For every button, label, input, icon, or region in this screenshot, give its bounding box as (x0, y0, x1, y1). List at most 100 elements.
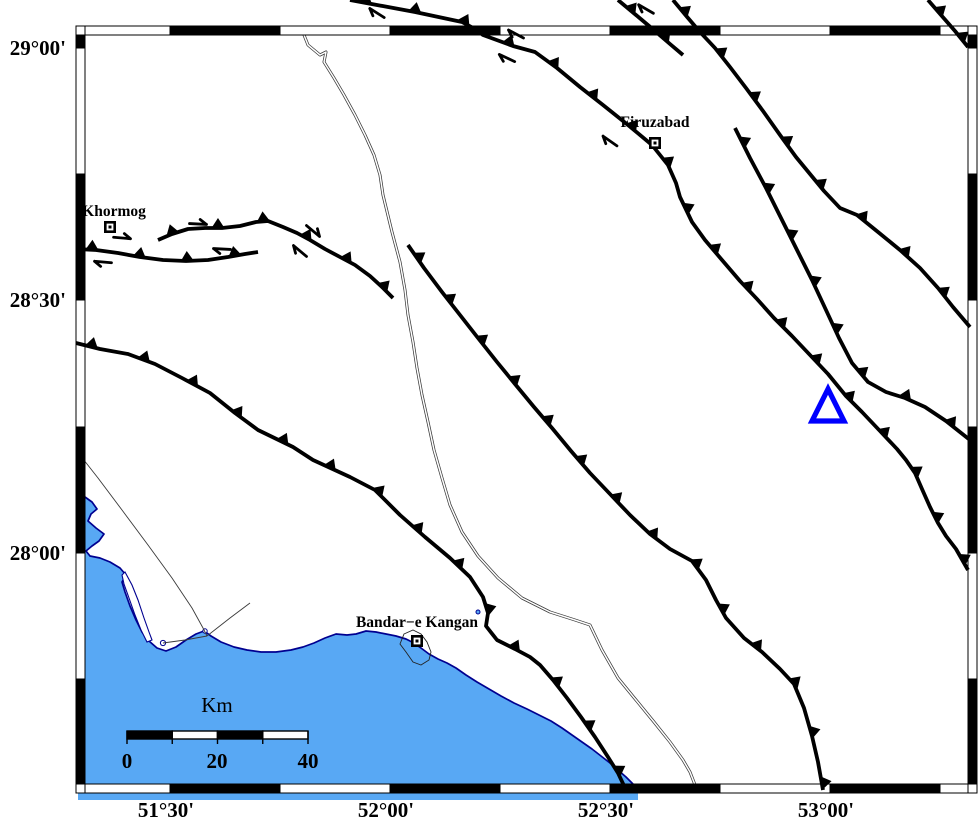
fault-tooth (340, 251, 352, 264)
fault-tooth (856, 210, 868, 223)
axis-label-bottom: 53°00' (798, 798, 854, 822)
fault-line-firuzabad-thrust (349, 0, 970, 571)
fault-tooth (809, 725, 821, 739)
frame-band-left (75, 34, 86, 49)
axis-label-left: 28°30' (10, 288, 66, 312)
fault-tooth (575, 454, 588, 466)
frame-band-right (967, 173, 978, 301)
fault-tooth (452, 557, 465, 570)
frame-band-left (75, 173, 86, 301)
fault-tooth (583, 720, 596, 732)
fault-tooth (411, 522, 424, 534)
frame-band-right (967, 552, 978, 680)
fault-tooth (715, 47, 728, 59)
frame-band-right (967, 34, 978, 49)
fault-tooth (625, 2, 637, 15)
fault-tooth (626, 119, 638, 132)
fault-tooth (85, 337, 98, 349)
fault-tooth (457, 14, 470, 26)
strike-slip-arrow-icon (305, 224, 321, 238)
fault-tooth (763, 182, 776, 195)
axis-label-bottom: 52°00' (358, 798, 414, 822)
coastline (84, 496, 639, 791)
label-layer: Firuzabad Khormog Bandar−e Kangan 29°00' 28°… (10, 36, 854, 822)
frame-band-top (279, 25, 391, 36)
hydrography-layer (75, 29, 699, 791)
fault-tooth (814, 178, 827, 191)
station-triangle-icon (807, 383, 849, 424)
fault-layer (75, 0, 972, 791)
fault-tooth (413, 252, 426, 264)
fault-tooth (300, 228, 312, 241)
scalebar-number: 20 (207, 749, 228, 773)
fault-tooth (180, 250, 194, 262)
frame-band-left (75, 299, 86, 428)
fault-tooth (899, 388, 912, 401)
frame-band-right (967, 678, 978, 785)
frame-band-top (829, 25, 941, 36)
frame-band-bottom (829, 783, 941, 794)
fault-tooth (809, 275, 822, 288)
fault-tooth (781, 136, 794, 148)
frame-band-left (75, 678, 86, 785)
fault-tooth (133, 247, 146, 259)
fault-tooth (646, 527, 659, 540)
fault-tooth (476, 334, 489, 346)
frame-band-bottom (279, 783, 391, 794)
scalebar-number: 0 (122, 749, 133, 773)
fault-tooth (166, 224, 179, 236)
fault-tooth (856, 366, 869, 379)
frame-band-left (75, 552, 86, 680)
symbol-layer (93, 3, 849, 647)
strike-slip-arrow-icon (93, 259, 113, 268)
fault-tooth (831, 322, 844, 335)
city-marker-dot (108, 225, 112, 229)
axis-label-bottom: 52°30' (578, 798, 634, 822)
fault-tooth (359, 0, 373, 5)
strike-slip-arrow-icon (188, 218, 208, 226)
island (475, 609, 481, 615)
lagoon-outline (399, 629, 432, 666)
fault-tooth (408, 2, 422, 14)
scalebar: 0 20 40 Km (122, 693, 319, 773)
fault-tooth (372, 485, 385, 498)
frame-band-bottom (719, 783, 831, 794)
frame-band-bottom (389, 783, 501, 794)
axis-label-bottom: 51°30' (138, 798, 194, 822)
city-label: Firuzabad (621, 114, 690, 131)
frame-band-bottom (169, 783, 281, 794)
frame-corner (75, 783, 86, 794)
frame-band-bottom (84, 783, 171, 794)
fault-tooth (958, 554, 971, 566)
fault-tooth (682, 202, 695, 215)
strike-slip-arrow-icon (112, 232, 132, 241)
scalebar-segment (262, 730, 309, 740)
fault-tooth (739, 136, 752, 149)
axis-label-left: 28°00' (10, 541, 66, 565)
strike-slip-arrow-icon (292, 244, 308, 258)
city-marker-dot (653, 141, 657, 145)
fault-tooth (717, 603, 730, 615)
fault-tooth (508, 639, 520, 652)
city-label: Bandar−e Kangan (356, 614, 478, 631)
scalebar-segment (216, 730, 264, 740)
frame-corner (75, 25, 86, 36)
fault-tooth (613, 765, 626, 777)
coastal-peninsula (121, 571, 153, 643)
fault-tooth (820, 776, 832, 790)
fault-tooth (741, 280, 754, 293)
fault-tooth (610, 492, 623, 504)
fault-tooth (786, 229, 799, 241)
fault-line-khormog-lower-fault (75, 247, 259, 263)
stream-west-stream-branch-a (162, 635, 208, 644)
fault-tooth (137, 350, 150, 363)
strike-slip-arrow-icon (368, 7, 386, 19)
fault-tooth (709, 243, 722, 255)
strike-slip-arrow-icon (601, 134, 619, 148)
fault-line-northeast-thrust (671, 0, 972, 329)
stream-west-stream (75, 449, 208, 637)
fault-tooth (186, 374, 198, 387)
fault-tooth (932, 511, 945, 524)
fault-tooth (934, 5, 947, 18)
